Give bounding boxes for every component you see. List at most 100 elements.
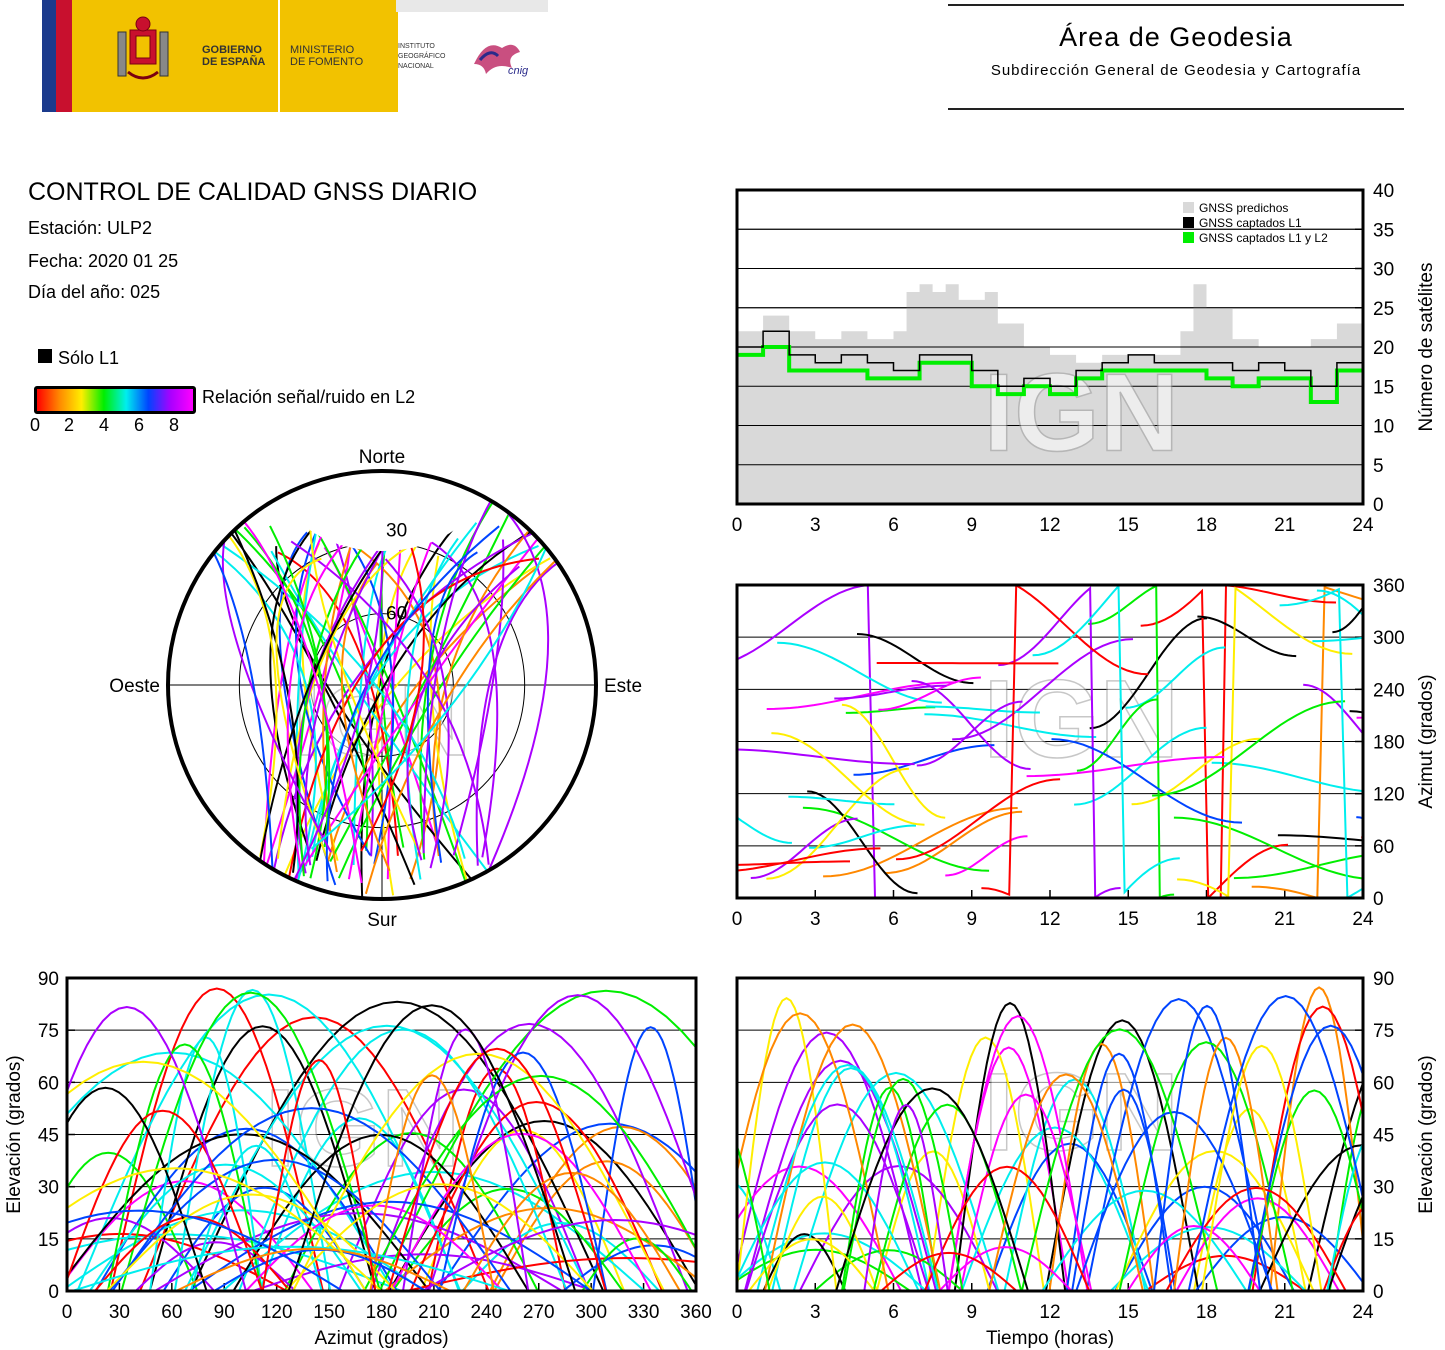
- satellite-track: [1118, 1041, 1294, 1291]
- satellite-track: [880, 1251, 1018, 1291]
- satellite-track: [76, 993, 462, 1291]
- x-tick-label: 21: [1274, 515, 1295, 536]
- satellite-track: [737, 847, 881, 872]
- snr-colorbar-label: Relación señal/ruido en L2: [202, 387, 416, 407]
- x-tick-label: 21: [1274, 909, 1295, 930]
- satellite-track: [1233, 854, 1363, 880]
- satellite-track: [809, 824, 916, 849]
- x-tick-label: 12: [1039, 909, 1060, 930]
- satellite-track: [184, 1024, 590, 1291]
- legend-swatch: [1183, 202, 1194, 213]
- y-tick-label: 15: [1373, 1230, 1394, 1251]
- y-tick-label: 0: [1373, 1282, 1384, 1303]
- satellite-track: [1020, 1028, 1219, 1291]
- west-label: Oeste: [109, 676, 160, 697]
- cnig-logo-text: cnig: [508, 65, 529, 77]
- snr-tick-8: 8: [169, 415, 180, 435]
- x-tick-label: 240: [470, 1302, 502, 1323]
- y-axis-label: Elevación (grados): [4, 1055, 25, 1213]
- satellite-track: [106, 1043, 263, 1291]
- x-tick-label: 3: [810, 1302, 821, 1323]
- satellite-track: [175, 1247, 451, 1291]
- satellite-track: [269, 516, 567, 889]
- legend-entry: GNSS captados L1 y L2: [1199, 231, 1328, 245]
- satellite-track: [1140, 588, 1289, 898]
- satellite-track: [384, 558, 450, 869]
- satellite-track: [835, 1087, 1029, 1291]
- cnig-logo-icon: cnig: [474, 44, 529, 77]
- satellite-track: [1076, 698, 1157, 772]
- satellite-track: [261, 1059, 377, 1291]
- x-tick-label: 9: [966, 515, 977, 536]
- satellite-track: [188, 1200, 592, 1291]
- l1-only-swatch: [38, 349, 52, 363]
- satellite-track: [173, 988, 332, 1291]
- satellite-track: [925, 705, 1040, 714]
- satellite-track: [1247, 1024, 1363, 1291]
- satellite-track: [222, 1170, 646, 1291]
- satellite-track: [737, 585, 876, 898]
- plot-border: [65, 976, 698, 1293]
- ign-name-line1: INSTITUTO: [398, 43, 435, 50]
- satellite-track: [363, 1074, 696, 1291]
- y-tick-label: 180: [1373, 733, 1405, 754]
- y-tick-label: 30: [1373, 1178, 1394, 1199]
- satellite-track: [1328, 1100, 1363, 1291]
- x-tick-label: 0: [62, 1302, 73, 1323]
- satellite-track: [67, 1209, 344, 1291]
- snr-tick-4: 4: [99, 415, 110, 435]
- area-title: Área de Geodesia: [1059, 22, 1293, 52]
- satellite-track: [162, 1186, 367, 1291]
- y-tick-label: 60: [38, 1073, 59, 1094]
- y-tick-label: 360: [1373, 576, 1405, 597]
- satellite-track: [461, 1221, 661, 1291]
- satellite-track: [1089, 617, 1208, 730]
- satellite-track: [269, 525, 331, 848]
- satellite-track: [988, 1073, 1144, 1291]
- x-tick-label: 18: [1196, 1302, 1217, 1323]
- satellite-track: [947, 1015, 1089, 1291]
- satellite-track: [737, 1232, 927, 1291]
- satellite-track: [67, 1005, 247, 1291]
- satellite-track: [737, 1012, 890, 1291]
- satellite-track: [592, 1026, 696, 1291]
- satellite-track: [67, 1167, 382, 1291]
- plot-area: IGN: [182, 471, 586, 899]
- satellite-track: [960, 1126, 1150, 1291]
- x-tick-label: 24: [1352, 515, 1374, 536]
- satellite-track: [945, 835, 1028, 877]
- y-axis-label: Azimut (grados): [1416, 674, 1437, 808]
- satellite-track: [402, 1028, 530, 1291]
- y-tick-label: 60: [1373, 1073, 1394, 1094]
- satellite-track: [378, 989, 696, 1291]
- x-tick-label: 24: [1352, 1302, 1374, 1323]
- x-tick-label: 30: [109, 1302, 130, 1323]
- satellite-track: [1303, 683, 1363, 736]
- satellite-track: [427, 994, 696, 1291]
- satellite-track: [429, 555, 468, 881]
- x-axis-label: Tiempo (horas): [986, 1328, 1114, 1349]
- l1-only-label: Sólo L1: [58, 348, 120, 368]
- satellite-track: [938, 1246, 1073, 1291]
- x-tick-label: 90: [214, 1302, 235, 1323]
- satellite-track: [853, 744, 995, 776]
- snr-tick-2: 2: [64, 415, 75, 435]
- satellite-track: [1085, 998, 1272, 1291]
- satellite-track: [422, 483, 502, 854]
- area-header: Área de Geodesia Subdirección General de…: [948, 0, 1404, 112]
- x-tick-label: 360: [680, 1302, 712, 1323]
- x-tick-label: 24: [1352, 909, 1374, 930]
- satellite-track: [284, 1183, 594, 1291]
- satellite-track: [384, 1206, 696, 1291]
- plot-border: [735, 583, 1365, 900]
- legend-entry: GNSS captados L1: [1199, 216, 1302, 230]
- satellite-track: [766, 767, 909, 880]
- satellite-track: [391, 1187, 624, 1291]
- x-tick-label: 9: [966, 1302, 977, 1323]
- satellite-track: [88, 1163, 362, 1291]
- satellite-track: [67, 1109, 264, 1291]
- header-top-rule: [948, 4, 1404, 6]
- satellite-track: [737, 997, 838, 1291]
- satellite-track: [1307, 1080, 1363, 1291]
- y-tick-label: 40: [1373, 181, 1394, 202]
